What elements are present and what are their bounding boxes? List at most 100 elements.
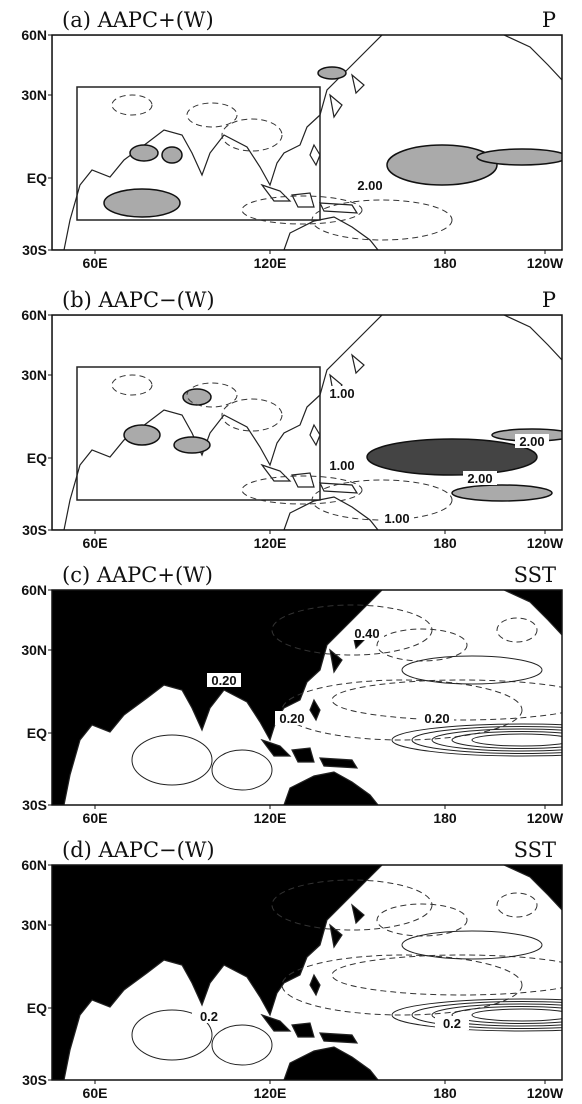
land xyxy=(503,865,562,911)
contour-positive xyxy=(471,733,562,747)
contour-negative xyxy=(186,102,238,128)
lat-label: EQ xyxy=(27,1000,47,1016)
land xyxy=(351,73,365,95)
contour-positive xyxy=(451,1006,562,1024)
land xyxy=(260,738,292,757)
contour-label: 0.20 xyxy=(211,673,236,688)
contour-shade xyxy=(366,438,538,476)
panel-variable: P xyxy=(542,8,556,32)
land xyxy=(309,973,321,997)
contour-label-bg xyxy=(325,458,359,472)
contour-shade xyxy=(451,484,553,502)
land xyxy=(52,590,383,805)
region-box xyxy=(76,86,321,221)
land xyxy=(318,202,359,214)
land xyxy=(291,192,315,208)
contour-positive xyxy=(471,1008,562,1022)
contour-label-bg xyxy=(350,626,384,640)
contour-label: 0.20 xyxy=(279,711,304,726)
land xyxy=(260,463,292,482)
contour-positive xyxy=(131,1009,213,1061)
contour-shade xyxy=(123,424,161,446)
lat-label: 60N xyxy=(21,857,47,873)
panel: 0.20.20.2 xyxy=(48,864,582,1084)
map xyxy=(52,315,562,530)
lat-label: EQ xyxy=(27,170,47,186)
contour-label-bg xyxy=(463,471,497,485)
contour-shade xyxy=(173,436,211,454)
contour-negative xyxy=(221,398,283,432)
panel-variable: SST xyxy=(514,838,556,862)
land xyxy=(351,903,365,925)
lat-label: 30S xyxy=(22,797,47,813)
contour-negative xyxy=(311,479,453,521)
contour-shade xyxy=(182,388,212,406)
land xyxy=(260,183,292,202)
contour-positive xyxy=(391,723,562,757)
land xyxy=(503,590,562,636)
lat-label: 30N xyxy=(21,917,47,933)
contour-label-bg xyxy=(435,1016,469,1030)
map xyxy=(52,35,562,250)
lon-label: 60E xyxy=(83,255,108,271)
lat-label: 60N xyxy=(21,27,47,43)
lon-label: 120W xyxy=(527,535,564,551)
panel: 2.00 xyxy=(48,34,563,254)
lon-label: 120E xyxy=(254,255,287,271)
lon-label: 180 xyxy=(433,535,457,551)
contour-negative xyxy=(111,374,153,396)
map-frame xyxy=(51,589,563,806)
map-frame xyxy=(51,34,563,251)
lon-label: 180 xyxy=(433,1085,457,1100)
panel-title: (b) AAPC−(W) xyxy=(62,288,215,312)
lat-label: EQ xyxy=(27,725,47,741)
map xyxy=(52,590,562,805)
land xyxy=(260,1013,292,1032)
contour-label-bg xyxy=(275,711,309,725)
land xyxy=(309,698,321,722)
land xyxy=(309,423,321,447)
contour-negative xyxy=(241,195,363,225)
contour-positive xyxy=(431,728,562,752)
contour-positive xyxy=(411,726,562,754)
land xyxy=(291,472,315,488)
contour-positive xyxy=(211,1024,273,1066)
contour-positive xyxy=(451,731,562,749)
contour-positive xyxy=(401,930,543,960)
contour-label: 0.40 xyxy=(354,626,379,641)
land xyxy=(283,771,379,805)
map-frame xyxy=(51,314,563,531)
land xyxy=(329,93,343,119)
panel: 0.40 0.20 0.20 0.20 xyxy=(48,589,563,809)
lon-label: 120E xyxy=(254,810,287,826)
contour-negative xyxy=(331,954,562,996)
land xyxy=(283,1046,379,1080)
contour-label-bg xyxy=(580,1004,582,1018)
contour-negative xyxy=(186,382,238,408)
contour-negative xyxy=(311,199,453,241)
contour-positive xyxy=(211,749,273,791)
contour-label-bg xyxy=(192,1009,226,1023)
map xyxy=(52,865,562,1080)
contour-label-bg xyxy=(207,673,241,687)
contour-positive xyxy=(131,734,213,786)
panel-title: (c) AAPC+(W) xyxy=(62,563,213,587)
contour-label: 2.00 xyxy=(467,471,492,486)
lat-label: 60N xyxy=(21,307,47,323)
contour-label-bg xyxy=(353,178,387,192)
lat-label: 30N xyxy=(21,367,47,383)
contour-label: 0.20 xyxy=(424,711,449,726)
land xyxy=(283,216,379,250)
land xyxy=(318,1032,359,1044)
lon-label: 120E xyxy=(254,535,287,551)
panel: 1.00 2.00 1.00 2.00 1.00 xyxy=(48,314,563,534)
panel-title: (d) AAPC−(W) xyxy=(62,838,215,862)
land xyxy=(52,315,383,530)
contour-negative xyxy=(221,118,283,152)
contour-label: 0.2 xyxy=(443,1016,461,1031)
land xyxy=(329,923,343,949)
lon-label: 120E xyxy=(254,1085,287,1100)
land xyxy=(503,315,562,361)
lat-label: 60N xyxy=(21,582,47,598)
map-frame xyxy=(51,864,563,1081)
